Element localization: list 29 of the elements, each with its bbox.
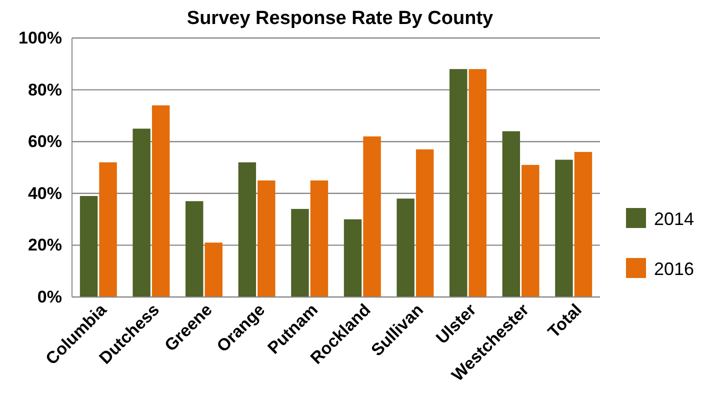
bar: [555, 160, 573, 297]
legend-label: 2014: [654, 209, 694, 229]
bar: [396, 198, 414, 297]
bar: [310, 180, 328, 297]
bar: [344, 219, 362, 297]
legend-label: 2016: [654, 259, 694, 279]
bar: [186, 201, 204, 297]
bar: [80, 196, 98, 297]
bar: [574, 152, 592, 297]
bar: [204, 242, 222, 297]
bar: [363, 136, 381, 297]
y-tick-label: 60%: [28, 132, 62, 152]
bar: [502, 131, 520, 297]
bar: [416, 149, 434, 297]
y-tick-label: 100%: [18, 28, 62, 48]
y-tick-label: 0%: [37, 287, 62, 306]
bar: [468, 69, 486, 297]
y-tick-label: 80%: [28, 80, 62, 100]
bar: [132, 128, 150, 297]
bar: [522, 164, 540, 297]
bar: [258, 180, 276, 297]
y-tick-label: 40%: [28, 184, 62, 203]
y-tick-label: 20%: [28, 236, 62, 255]
chart-title: Survey Response Rate By County: [186, 8, 494, 29]
bar: [152, 105, 170, 297]
bar: [99, 162, 117, 297]
bar: [450, 69, 468, 297]
bar: [291, 208, 309, 297]
bar: [238, 162, 256, 297]
